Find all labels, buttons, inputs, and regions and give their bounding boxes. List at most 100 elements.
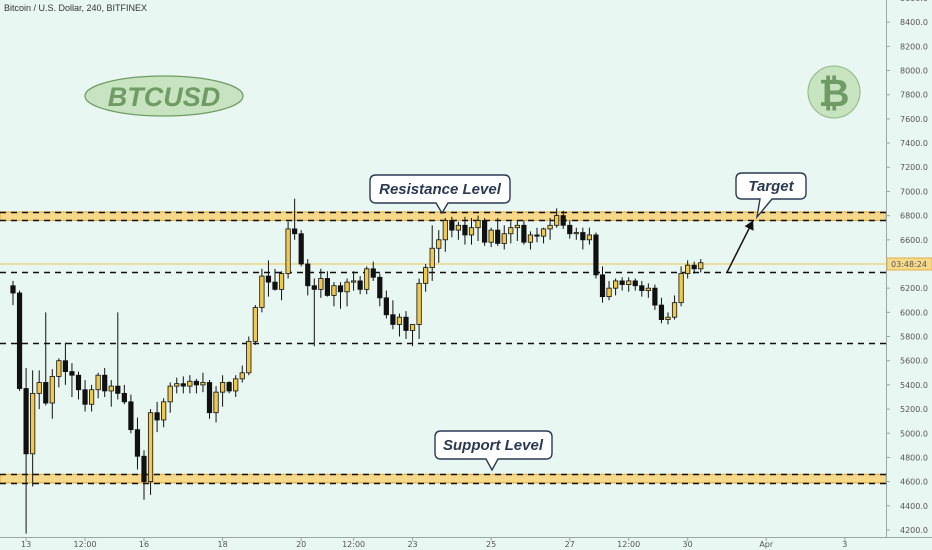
btcusd-logo: BTCUSD [84, 75, 244, 117]
candle-body [691, 264, 697, 270]
price-tick-label: 5200.0 [900, 405, 928, 414]
resistance-callout-bubble [369, 174, 511, 215]
time-axis[interactable]: 13 12:00 16 18 20 12:00 23 25 27 12:00 30 Apr 3 [21, 537, 847, 549]
candle-body [344, 281, 350, 293]
candle-body [606, 287, 612, 298]
price-tick-label: 7800.0 [900, 91, 928, 100]
resistance-zone [0, 211, 887, 222]
candle-body [36, 382, 42, 394]
candle-body [193, 380, 199, 386]
candle-body [75, 374, 82, 391]
time-tick-label: 30 [683, 540, 693, 549]
candle-body [508, 227, 514, 235]
candle-body [521, 224, 527, 243]
price-tick-label: 4800.0 [900, 453, 928, 462]
candle-body [233, 378, 239, 392]
support-zone [0, 473, 887, 484]
candle-body [167, 385, 173, 403]
bitcoin-icon-circle [807, 65, 861, 119]
time-tick-label: 18 [218, 540, 228, 549]
candle-body [429, 247, 435, 269]
candle-body [252, 307, 258, 342]
time-tick-label: 12:00 [617, 540, 640, 549]
candle-body [43, 382, 49, 404]
current-price-tag-box [886, 257, 932, 271]
candle-body [318, 278, 324, 290]
price-tick-label: 5400.0 [900, 381, 928, 390]
price-tick-label: 6600.0 [900, 236, 928, 245]
support-callout-text: Support Level [443, 437, 544, 454]
resistance-callout-text: Resistance Level [379, 181, 502, 198]
target-arrow-head [744, 220, 754, 231]
price-tick-label: 5000.0 [900, 429, 928, 438]
candle-body [174, 383, 180, 387]
price-tick-label: 8400.0 [900, 18, 928, 27]
candle-body [364, 268, 370, 290]
price-tick-label: 7400.0 [900, 139, 928, 148]
candle-body [305, 263, 311, 287]
candle-body [357, 280, 363, 290]
candle-body [30, 392, 36, 455]
candle-body [265, 275, 272, 283]
candle-body [475, 220, 481, 229]
candle-body [462, 224, 468, 236]
candle-body [626, 280, 632, 285]
target-arrow-layer [726, 220, 754, 273]
price-tick-label: 7200.0 [900, 163, 928, 172]
price-axis[interactable]: 4200.0 4400.0 4600.0 4800.0 5000.0 5200.0 5400… [886, 0, 928, 535]
time-tick-label: 12:00 [342, 540, 365, 549]
candle-body [285, 228, 291, 275]
time-tick-label: 23 [407, 540, 417, 549]
candle-body [370, 268, 376, 278]
support-callout-bubble [434, 430, 553, 472]
time-tick-label: 3 [842, 540, 847, 549]
candle-body [121, 392, 127, 403]
bitcoin-icon-glyph: ₿ [819, 71, 850, 115]
candle-body [108, 385, 114, 392]
candle-body [665, 316, 671, 321]
candle-body [409, 324, 416, 331]
candle-body [586, 234, 593, 241]
candle-body [331, 285, 337, 296]
price-tick-label: 5600.0 [900, 357, 928, 366]
resistance-callout: Resistance Level [369, 174, 511, 215]
candle-body [580, 232, 586, 241]
btcusd-logo-ellipse [84, 75, 244, 117]
time-tick-label: 13 [21, 540, 31, 549]
candle-body [350, 280, 357, 283]
candle-body [226, 382, 232, 392]
candle-body [154, 412, 160, 421]
btcusd-logo-text: BTCUSD [108, 82, 221, 112]
candle-body [540, 228, 547, 237]
target-callout-bubble [735, 172, 807, 220]
price-tick-label: 8000.0 [900, 67, 928, 76]
candle-body [567, 224, 573, 235]
candle-body [396, 316, 403, 325]
price-tick-label: 6000.0 [900, 308, 928, 317]
candle-body [292, 228, 298, 235]
candle-body [514, 224, 520, 229]
candle-body [259, 275, 265, 308]
candle-body [82, 389, 88, 405]
price-tick-label: 8200.0 [900, 42, 928, 51]
price-tick-label: 7600.0 [900, 115, 928, 124]
candle-body [573, 232, 579, 235]
time-tick-label: 12:00 [74, 540, 97, 549]
price-tick-label: 4400.0 [900, 502, 928, 511]
candle-body [416, 282, 422, 325]
candle-body [23, 388, 29, 455]
candle-body [613, 280, 619, 289]
candle-body [141, 455, 147, 483]
candle-body [311, 285, 317, 290]
candle-body [560, 215, 566, 226]
candle-body [678, 273, 684, 304]
candle-body [501, 233, 507, 244]
time-tick-label: 25 [486, 540, 496, 549]
candle-body [390, 314, 396, 325]
price-tick-label: 7000.0 [900, 187, 928, 196]
price-tick-label: 8600.0 [900, 0, 928, 3]
chart-title: Bitcoin / U.S. Dollar, 240, BITFINEX [4, 3, 148, 13]
candle-body [10, 285, 16, 294]
candle-body [442, 220, 448, 241]
